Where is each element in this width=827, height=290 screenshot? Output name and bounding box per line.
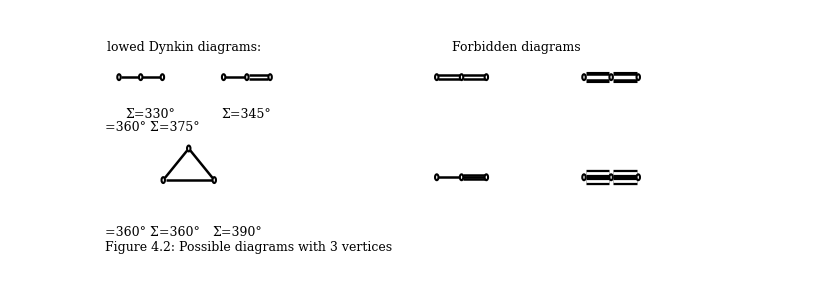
Ellipse shape	[187, 146, 190, 151]
Text: =360° Σ=375°: =360° Σ=375°	[105, 121, 199, 134]
Ellipse shape	[161, 177, 165, 183]
Ellipse shape	[245, 74, 248, 80]
Ellipse shape	[484, 74, 487, 80]
Ellipse shape	[581, 74, 585, 80]
Text: Σ=390°: Σ=390°	[212, 226, 261, 239]
Text: =360° Σ=360°: =360° Σ=360°	[105, 226, 199, 239]
Ellipse shape	[139, 74, 142, 80]
Text: Figure 4.2: Possible diagrams with 3 vertices: Figure 4.2: Possible diagrams with 3 ver…	[105, 241, 392, 254]
Ellipse shape	[609, 174, 612, 180]
Ellipse shape	[581, 174, 585, 180]
Ellipse shape	[117, 74, 121, 80]
Ellipse shape	[636, 174, 639, 180]
Ellipse shape	[636, 74, 639, 80]
Ellipse shape	[459, 74, 462, 80]
Ellipse shape	[459, 174, 462, 180]
Text: lowed Dynkin diagrams:: lowed Dynkin diagrams:	[108, 41, 261, 54]
Text: Forbidden diagrams: Forbidden diagrams	[452, 41, 581, 54]
Ellipse shape	[160, 74, 164, 80]
Ellipse shape	[434, 174, 438, 180]
Ellipse shape	[213, 177, 216, 183]
Ellipse shape	[484, 174, 487, 180]
Text: Σ=330°: Σ=330°	[125, 108, 174, 121]
Ellipse shape	[609, 74, 612, 80]
Text: Σ=345°: Σ=345°	[221, 108, 270, 121]
Ellipse shape	[268, 74, 271, 80]
Ellipse shape	[434, 74, 438, 80]
Ellipse shape	[222, 74, 225, 80]
